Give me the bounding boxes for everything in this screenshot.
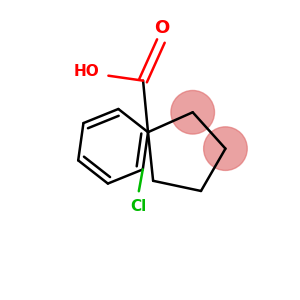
Circle shape bbox=[204, 127, 247, 170]
Circle shape bbox=[171, 91, 214, 134]
Text: Cl: Cl bbox=[131, 199, 147, 214]
Text: O: O bbox=[154, 19, 170, 37]
Text: HO: HO bbox=[74, 64, 100, 79]
